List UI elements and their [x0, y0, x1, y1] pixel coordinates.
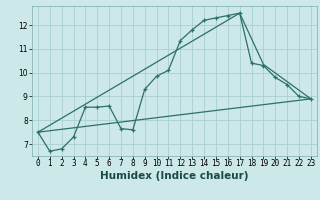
- X-axis label: Humidex (Indice chaleur): Humidex (Indice chaleur): [100, 171, 249, 181]
